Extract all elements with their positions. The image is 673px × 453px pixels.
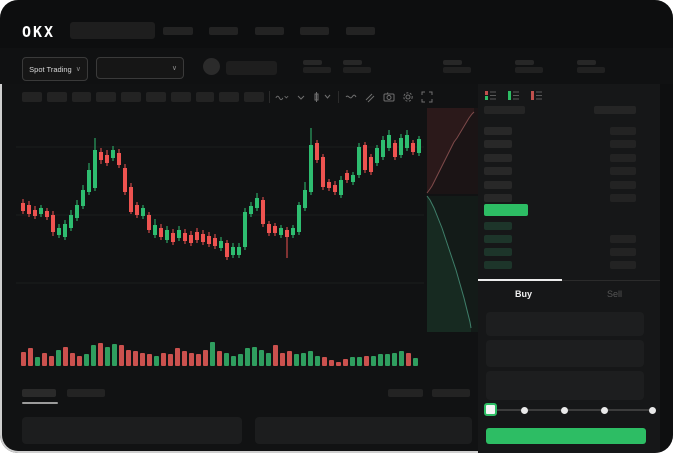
ask-price-placeholder[interactable]	[484, 194, 512, 202]
bid-amount-placeholder[interactable]	[610, 261, 636, 269]
bid-amount-placeholder[interactable]	[610, 235, 636, 243]
slider-stop-75[interactable]	[601, 407, 608, 414]
submit-buy-button[interactable]	[486, 428, 646, 444]
tab-sell[interactable]: Sell	[606, 289, 622, 299]
toolbar-divider	[338, 91, 339, 103]
candle-type-icon[interactable]	[313, 90, 333, 104]
total-field-placeholder[interactable]	[486, 371, 644, 400]
pair-name-placeholder	[226, 61, 277, 75]
drawing-tools-icon[interactable]	[363, 90, 377, 104]
ask-amount-placeholder[interactable]	[610, 140, 636, 148]
search-placeholder[interactable]	[70, 22, 155, 39]
ask-price-placeholder[interactable]	[484, 154, 512, 162]
ask-amount-placeholder[interactable]	[610, 167, 636, 175]
ask-price-placeholder[interactable]	[484, 140, 512, 148]
toolbar-divider	[269, 91, 270, 103]
order-history-panel-placeholder	[255, 417, 472, 444]
interval-button-placeholder[interactable]	[219, 92, 239, 102]
right-edge-strip	[660, 84, 673, 453]
chevron-down-icon: ∨	[75, 65, 81, 73]
slider-stop-100[interactable]	[649, 407, 656, 414]
last-price-bar[interactable]	[484, 204, 528, 216]
fullscreen-icon[interactable]	[420, 90, 434, 104]
amount-slider-track[interactable]	[490, 409, 656, 411]
chevron-down-icon[interactable]	[294, 90, 308, 104]
ticker-stat-placeholder	[577, 60, 607, 73]
nav-item-placeholder[interactable]	[255, 27, 284, 35]
pair-dropdown[interactable]: ∨	[96, 57, 184, 79]
tab-divider	[478, 280, 660, 281]
chart-toolbar	[22, 90, 462, 104]
bid-price-placeholder[interactable]	[484, 235, 512, 243]
ask-amount-placeholder[interactable]	[610, 127, 636, 135]
top-navbar: OKX	[0, 0, 673, 48]
interval-button-placeholder[interactable]	[171, 92, 191, 102]
book-combined-icon[interactable]	[484, 88, 499, 102]
nav-item-placeholder[interactable]	[300, 27, 329, 35]
ask-amount-placeholder[interactable]	[610, 194, 636, 202]
slider-stop-25[interactable]	[521, 407, 528, 414]
nav-item-placeholder[interactable]	[209, 27, 238, 35]
bottom-tab-placeholder-active[interactable]	[22, 389, 56, 397]
market-type-dropdown[interactable]: Spot Trading ∨	[22, 57, 88, 81]
interval-button-placeholder[interactable]	[47, 92, 67, 102]
market-type-label: Spot Trading	[29, 64, 72, 74]
bid-amount-placeholder[interactable]	[610, 248, 636, 256]
camera-icon[interactable]	[382, 90, 396, 104]
open-orders-panel-placeholder	[22, 417, 242, 444]
ticker-stat-placeholder	[443, 60, 473, 73]
chevron-down-icon: ∨	[171, 64, 177, 72]
ticker-stat-placeholder	[343, 60, 373, 73]
okx-logo[interactable]: OKX	[22, 23, 56, 41]
ticker-stat-placeholder	[515, 60, 545, 73]
slider-stop-50[interactable]	[561, 407, 568, 414]
interval-button-placeholder[interactable]	[146, 92, 166, 102]
ask-price-placeholder[interactable]	[484, 127, 512, 135]
interval-button-placeholder[interactable]	[72, 92, 91, 102]
interval-button-placeholder[interactable]	[244, 92, 264, 102]
market-subheader: Spot Trading ∨ ∨	[0, 48, 673, 84]
ask-amount-placeholder[interactable]	[610, 181, 636, 189]
bottom-right-tab-placeholder[interactable]	[432, 389, 470, 397]
ticker-stat-placeholder	[303, 60, 333, 73]
price-field-placeholder[interactable]	[486, 312, 644, 336]
settings-gear-icon[interactable]	[401, 90, 415, 104]
pair-coin-avatar[interactable]	[203, 58, 220, 75]
amount-slider-handle[interactable]	[484, 403, 497, 416]
active-tab-indicator	[478, 279, 562, 281]
amount-field-placeholder[interactable]	[486, 340, 644, 367]
orderbook-header-amount-placeholder	[594, 106, 636, 114]
line-style-icon[interactable]	[344, 90, 358, 104]
bottom-tab-placeholder[interactable]	[67, 389, 105, 397]
book-bids-only-icon[interactable]	[507, 88, 522, 102]
indicator-wave-icon[interactable]	[275, 90, 289, 104]
interval-button-placeholder[interactable]	[96, 92, 116, 102]
ask-amount-placeholder[interactable]	[610, 154, 636, 162]
interval-button-placeholder[interactable]	[22, 92, 42, 102]
orderbook-header-price-placeholder	[484, 106, 525, 114]
orderbook-view-toggles	[484, 88, 545, 102]
bid-price-placeholder[interactable]	[484, 248, 512, 256]
ask-price-placeholder[interactable]	[484, 167, 512, 175]
nav-item-placeholder[interactable]	[346, 27, 375, 35]
bid-price-placeholder[interactable]	[484, 261, 512, 269]
book-asks-only-icon[interactable]	[530, 88, 545, 102]
bottom-right-tab-placeholder[interactable]	[388, 389, 423, 397]
tab-buy[interactable]: Buy	[514, 289, 532, 299]
interval-button-placeholder[interactable]	[121, 92, 141, 102]
bottom-active-tab-underline	[22, 402, 58, 404]
nav-item-placeholder[interactable]	[163, 27, 193, 35]
interval-button-placeholder[interactable]	[196, 92, 214, 102]
bid-price-placeholder[interactable]	[484, 222, 512, 230]
ask-price-placeholder[interactable]	[484, 181, 512, 189]
